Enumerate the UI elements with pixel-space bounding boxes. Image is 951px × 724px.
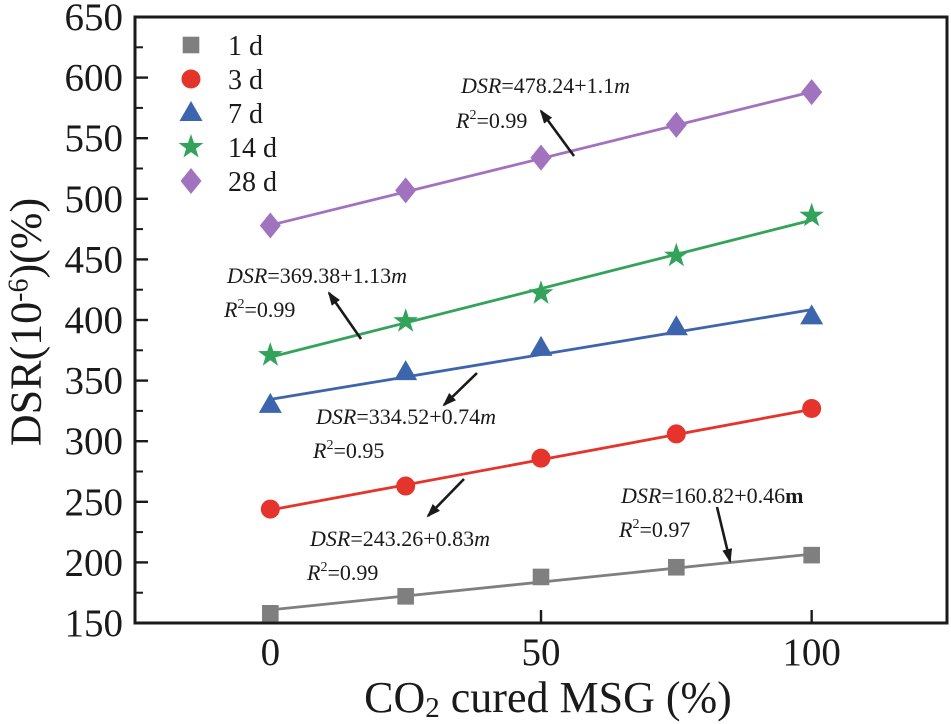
fit-equation-1d: DSR=160.82+0.46m <box>620 483 803 508</box>
y-tick-label: 400 <box>65 299 124 342</box>
legend-marker-triangle <box>179 101 203 121</box>
data-point-14d-star <box>799 202 824 227</box>
fit-r2-1d: R2=0.97 <box>618 517 690 542</box>
data-point-1d-square <box>668 558 685 576</box>
data-point-7d-triangle <box>394 360 418 381</box>
data-point-3d-circle <box>531 448 551 468</box>
legend-label-14d: 14 d <box>228 133 277 164</box>
data-point-3d-circle <box>396 476 416 496</box>
y-tick-label: 450 <box>65 238 124 281</box>
x-axis-title-pre: CO <box>364 673 426 722</box>
data-point-28d-diamond <box>530 144 552 171</box>
y-tick-label: 550 <box>65 117 124 160</box>
fit-r2-28d: R2=0.99 <box>455 108 527 133</box>
y-tick-label: 200 <box>65 541 124 584</box>
annotation-arrow-14d <box>327 291 363 340</box>
annotation-arrow-7d <box>442 372 478 407</box>
fit-equation-14d: DSR=369.38+1.13m <box>226 263 407 288</box>
annotation-arrow-28d <box>539 109 576 157</box>
x-axis-title-subscript: 2 <box>425 692 440 724</box>
legend-marker-diamond <box>180 168 202 194</box>
data-point-3d-circle <box>666 424 686 444</box>
y-axis-title-post: )(%) <box>1 197 51 279</box>
data-point-14d-star <box>528 280 554 304</box>
y-tick-label: 500 <box>65 178 124 221</box>
data-point-7d-triangle <box>664 315 688 336</box>
x-axis-title: CO2 cured MSG (%) <box>135 672 951 724</box>
x-axis-title-post: cured MSG (%) <box>439 673 732 722</box>
annotation-arrow-1d <box>715 506 733 563</box>
data-point-3d-circle <box>802 398 822 418</box>
fit-r2-3d: R2=0.99 <box>306 560 378 585</box>
data-point-7d-triangle <box>529 335 553 356</box>
legend-label-1d: 1 d <box>228 31 263 62</box>
y-tick-label: 150 <box>65 602 124 645</box>
y-tick-label: 300 <box>65 420 124 463</box>
data-point-14d-star <box>393 308 418 332</box>
legend-marker-circle <box>181 69 201 89</box>
x-tick-label: 0 <box>261 631 281 674</box>
y-tick-label: 650 <box>65 0 124 39</box>
data-point-1d-square <box>262 605 279 622</box>
fit-equation-3d: DSR=243.26+0.83m <box>309 526 490 551</box>
y-tick-label: 250 <box>65 481 124 524</box>
x-tick-label: 50 <box>522 631 561 674</box>
data-point-1d-square <box>803 546 820 564</box>
data-point-7d-triangle <box>258 392 282 413</box>
x-tick-label: 100 <box>782 631 841 674</box>
fit-r2-7d: R2=0.95 <box>312 438 384 463</box>
data-point-14d-star <box>664 242 689 267</box>
data-point-7d-triangle <box>800 304 824 325</box>
y-axis-title-pre: DSR(10 <box>1 301 51 447</box>
legend-label-7d: 7 d <box>228 99 263 130</box>
y-axis-title: DSR(10-6)(%) <box>1 198 52 446</box>
data-point-28d-diamond <box>259 212 281 239</box>
plot-frame <box>133 15 949 625</box>
data-point-1d-square <box>532 568 550 586</box>
fit-r2-14d: R2=0.99 <box>223 297 295 322</box>
fit-equation-7d: DSR=334.52+0.74m <box>315 404 496 429</box>
data-point-28d-diamond <box>665 111 687 138</box>
legend-marker-square <box>182 36 200 54</box>
legend-label-28d: 28 d <box>228 167 277 198</box>
data-point-28d-diamond <box>801 79 823 106</box>
y-tick-label: 350 <box>65 360 124 403</box>
annotation-arrow-3d <box>426 478 465 518</box>
legend-marker-star <box>178 134 204 158</box>
data-point-14d-star <box>258 342 283 366</box>
y-axis-title-superscript: -6 <box>3 278 35 302</box>
y-tick-label: 600 <box>65 57 124 100</box>
fit-equation-28d: DSR=478.24+1.1m <box>460 73 630 98</box>
legend-label-3d: 3 d <box>228 65 263 96</box>
data-point-3d-circle <box>260 499 280 519</box>
data-point-1d-square <box>397 588 414 605</box>
data-point-28d-diamond <box>395 177 417 204</box>
